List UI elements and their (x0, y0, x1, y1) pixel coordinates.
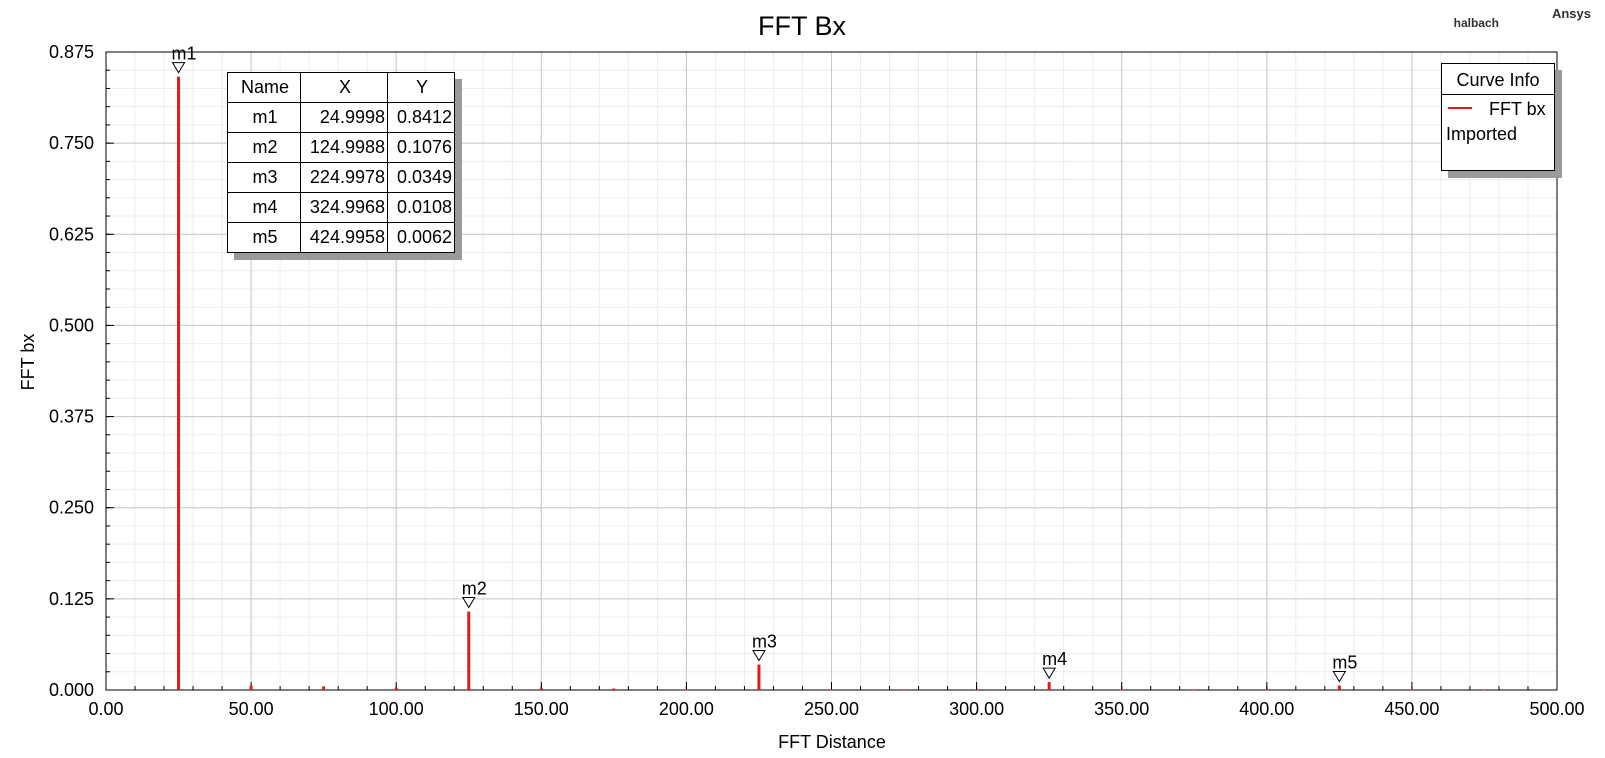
x-tick-label: 250.00 (804, 699, 859, 719)
y-tick-label: 0.625 (49, 224, 94, 244)
x-tick-label: 200.00 (659, 699, 714, 719)
table-row: m5 424.9958 0.0062 (227, 222, 455, 253)
y-tick-label: 0.125 (49, 589, 94, 609)
y-tick-label: 0.875 (49, 42, 94, 62)
chart-title: FFT Bx (758, 11, 847, 41)
marker-label: m4 (1042, 649, 1067, 669)
table-row: m2 124.9988 0.1076 (227, 132, 455, 163)
marker-name: m5 (227, 222, 301, 253)
x-tick-label: 150.00 (514, 699, 569, 719)
fft-bar (830, 689, 833, 691)
fft-bar (177, 76, 181, 691)
marker-x: 424.9958 (300, 222, 388, 253)
fft-bar (1265, 689, 1269, 691)
marker-name: m4 (227, 192, 301, 223)
x-tick-label: 350.00 (1094, 699, 1149, 719)
marker-triangle (1332, 670, 1347, 683)
ansys-logo: Ansys (1551, 6, 1591, 21)
table-row: m4 324.9968 0.0108 (227, 192, 455, 223)
fft-bar (467, 611, 471, 690)
x-tick-label: 50.00 (229, 699, 274, 719)
fft-bar (322, 686, 326, 690)
table-row: m1 24.9998 0.8412 (227, 102, 455, 133)
y-tick-label: 0.250 (49, 498, 94, 518)
x-tick-label: 100.00 (369, 699, 424, 719)
fft-bar (1482, 689, 1486, 691)
fft-bar (757, 664, 761, 690)
fft-bar (902, 689, 906, 691)
legend-series-source: Imported (1446, 124, 1518, 144)
y-axis-label: FFT bx (18, 334, 38, 391)
fft-bar (1410, 689, 1414, 691)
marker-label: m2 (462, 579, 487, 599)
marker-y: 0.0349 (387, 162, 455, 193)
y-tick-label: 0.750 (49, 133, 94, 153)
legend-series-swatch (1448, 107, 1472, 109)
curve-info-legend: Curve Info FFT bx Imported (1441, 63, 1555, 171)
fft-bar (1120, 689, 1124, 691)
x-tick-label: 500.00 (1529, 699, 1584, 719)
table-row: m3 224.9978 0.0349 (227, 162, 455, 193)
marker-triangle (171, 62, 186, 74)
marker-label: m3 (752, 632, 777, 652)
y-tick-labels: 0.000 0.125 0.250 0.375 0.500 0.625 0.750 0.875 (49, 42, 94, 700)
fft-bars (177, 76, 1486, 691)
marker-y: 0.1076 (387, 132, 455, 163)
x-tick-label: 400.00 (1239, 699, 1294, 719)
marker-y: 0.0108 (387, 192, 455, 223)
marker-name: m3 (227, 162, 301, 193)
fft-bar (975, 689, 979, 691)
marker-table-header-y: Y (387, 72, 455, 103)
marker-triangle (461, 597, 476, 609)
y-tick-label: 0.000 (49, 680, 94, 700)
x-axis-label: FFT Distance (778, 732, 886, 752)
fft-bar (612, 688, 616, 690)
marker-x: 24.9998 (300, 102, 388, 133)
marker-x: 324.9968 (300, 192, 388, 223)
marker-triangle (1042, 667, 1057, 680)
y-tick-label: 0.500 (49, 315, 94, 335)
x-tick-labels: 0.00 50.00 100.00 150.00 200.00 250.00 300.00 3… (88, 699, 1584, 719)
marker-table-header: Name X Y (227, 72, 455, 103)
marker-x: 124.9988 (300, 132, 388, 163)
marker-label: m1 (172, 44, 197, 64)
fft-bar (539, 688, 543, 690)
x-tick-label: 300.00 (949, 699, 1004, 719)
marker-table-header-name: Name (227, 72, 301, 103)
legend-series-name: FFT bx (1489, 99, 1546, 119)
x-tick-label: 0.00 (88, 699, 123, 719)
legend-title: Curve Info (1442, 70, 1554, 95)
marker-y: 0.8412 (387, 102, 455, 133)
fft-bar (394, 687, 398, 690)
fft-bar (1192, 689, 1196, 691)
marker-table-header-x: X (300, 72, 388, 103)
y-tick-label: 0.375 (49, 407, 94, 427)
marker-label: m5 (1332, 652, 1357, 672)
fft-bar (1337, 685, 1341, 690)
marker-name: m1 (227, 102, 301, 133)
fft-bar (1047, 682, 1051, 690)
marker-y: 0.0062 (387, 222, 455, 253)
fft-bar (249, 685, 253, 690)
marker-table: Name X Y m1 24.9998 0.8412 m2 124.9988 0… (227, 72, 455, 253)
project-name: halbach (1453, 16, 1499, 30)
marker-triangle (752, 650, 766, 662)
marker-x: 224.9978 (300, 162, 388, 193)
fft-bar (684, 689, 688, 691)
marker-name: m2 (227, 132, 301, 163)
x-tick-label: 450.00 (1384, 699, 1439, 719)
